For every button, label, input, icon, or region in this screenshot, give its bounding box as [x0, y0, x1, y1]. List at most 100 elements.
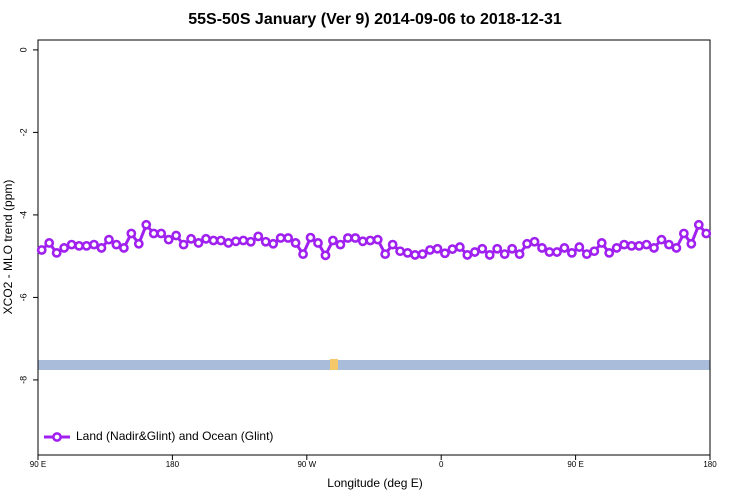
point — [44, 238, 55, 248]
point — [410, 250, 420, 260]
point — [671, 243, 682, 253]
point — [81, 240, 92, 251]
point — [566, 247, 577, 258]
point — [171, 230, 182, 241]
point — [201, 233, 211, 244]
y-tick-label: -8 — [18, 376, 28, 384]
surface-band — [38, 360, 710, 370]
point — [156, 228, 167, 239]
point — [163, 234, 174, 245]
x-axis-label: Longitude (deg E) — [327, 476, 422, 490]
point — [223, 238, 234, 248]
point — [507, 243, 518, 254]
y-tick-label: -4 — [18, 211, 28, 219]
point — [395, 246, 406, 257]
point — [469, 247, 480, 257]
point — [387, 239, 398, 250]
point — [492, 243, 503, 254]
point — [74, 240, 84, 251]
point — [141, 219, 152, 230]
point — [522, 238, 532, 249]
point — [104, 234, 114, 245]
point — [537, 243, 547, 253]
point — [216, 235, 226, 246]
point — [417, 249, 428, 260]
point — [529, 236, 540, 247]
point — [305, 232, 316, 243]
point — [664, 239, 674, 250]
y-tick-label: -2 — [18, 128, 28, 136]
point — [499, 249, 510, 260]
point — [283, 233, 294, 243]
point — [268, 238, 279, 249]
point — [477, 243, 488, 254]
point — [484, 250, 495, 260]
point — [238, 235, 249, 246]
point — [66, 239, 77, 250]
y-tick-label: -6 — [18, 293, 28, 301]
point — [596, 238, 607, 248]
point — [126, 228, 137, 239]
point — [559, 243, 570, 253]
point — [440, 248, 450, 259]
x-tick-label: 90 E — [567, 460, 583, 469]
point — [462, 250, 473, 260]
point — [118, 243, 129, 253]
point — [313, 238, 323, 248]
point — [447, 244, 458, 255]
point — [693, 219, 704, 230]
point — [133, 238, 144, 249]
point — [678, 228, 689, 239]
point — [634, 240, 644, 251]
point — [425, 245, 435, 255]
point — [245, 236, 256, 247]
x-tick-label: 90 E — [30, 460, 46, 469]
point — [649, 243, 659, 253]
point — [335, 239, 346, 250]
land-strip — [330, 359, 338, 370]
point — [686, 238, 697, 249]
point — [51, 247, 62, 258]
point — [298, 249, 308, 260]
point — [253, 231, 264, 242]
point — [96, 243, 107, 253]
x-tick-label: 90 W — [297, 460, 316, 469]
point — [148, 228, 159, 239]
point — [342, 233, 353, 243]
point — [656, 234, 667, 245]
legend-marker — [52, 432, 62, 442]
point — [186, 233, 196, 244]
point — [552, 247, 562, 257]
x-tick-label: 180 — [166, 460, 180, 469]
point — [701, 228, 712, 239]
point — [230, 236, 241, 247]
x-tick-label: 0 — [439, 460, 444, 469]
point — [89, 239, 99, 250]
point — [260, 236, 271, 247]
point — [208, 235, 219, 246]
y-axis-label: XCO2 - MLO trend (ppm) — [1, 180, 15, 315]
point — [619, 239, 630, 250]
point — [372, 234, 383, 245]
point — [275, 233, 286, 243]
point — [581, 249, 592, 260]
point — [454, 242, 465, 252]
chart-title: 55S-50S January (Ver 9) 2014-09-06 to 20… — [188, 11, 562, 28]
point — [589, 246, 600, 257]
point — [380, 249, 391, 260]
point — [59, 243, 70, 253]
point — [514, 249, 525, 260]
point — [626, 240, 637, 251]
point — [544, 247, 555, 257]
point — [641, 239, 652, 250]
point — [290, 238, 301, 248]
point — [611, 243, 622, 253]
point — [365, 235, 376, 246]
y-tick-label: 0 — [18, 47, 28, 52]
point — [320, 250, 331, 261]
point — [328, 235, 338, 246]
point — [402, 247, 413, 258]
point — [36, 245, 47, 255]
point — [193, 238, 204, 248]
